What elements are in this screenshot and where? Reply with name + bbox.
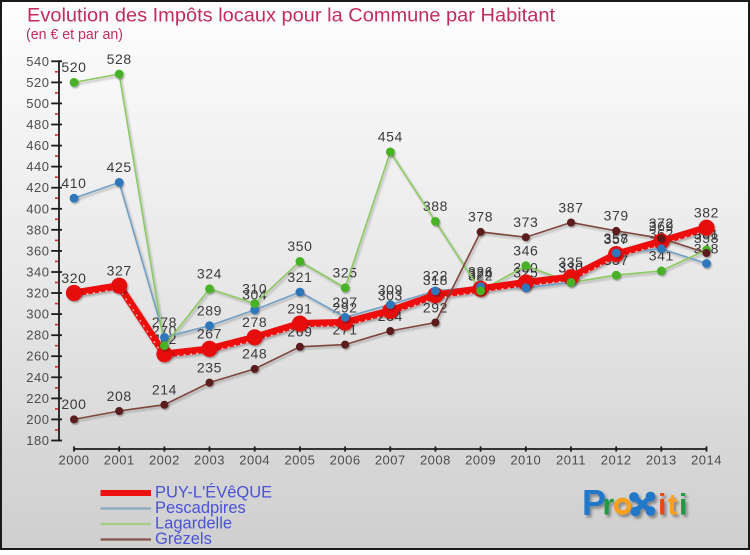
svg-text:358: 358 [694,230,719,246]
svg-text:350: 350 [287,238,312,254]
svg-text:260: 260 [26,349,49,364]
svg-text:341: 341 [649,248,674,264]
svg-text:380: 380 [26,222,49,237]
svg-text:420: 420 [26,180,49,195]
svg-text:320: 320 [61,270,86,286]
svg-text:Pescadpires: Pescadpires [155,499,246,517]
svg-text:2008: 2008 [420,453,451,468]
svg-text:Evolution des Impôts locaux po: Evolution des Impôts locaux pour la Comm… [27,5,556,27]
svg-text:267: 267 [197,326,222,342]
svg-text:i: i [658,489,666,522]
svg-text:400: 400 [26,201,49,216]
svg-text:320: 320 [26,286,49,301]
svg-text:2014: 2014 [691,453,722,468]
svg-text:360: 360 [26,243,49,258]
svg-text:322: 322 [423,268,448,284]
svg-text:321: 321 [287,269,312,285]
svg-text:540: 540 [26,54,49,69]
svg-text:500: 500 [26,96,49,111]
svg-text:292: 292 [333,299,358,315]
svg-text:378: 378 [468,209,493,225]
svg-text:278: 278 [152,314,177,330]
svg-text:340: 340 [26,265,49,280]
svg-text:200: 200 [61,396,86,412]
svg-text:P: P [582,482,606,523]
svg-text:240: 240 [26,370,49,385]
svg-text:373: 373 [513,214,538,230]
svg-text:300: 300 [26,307,49,322]
svg-text:318: 318 [423,272,448,288]
svg-text:297: 297 [333,294,358,310]
svg-text:t: t [668,489,678,522]
svg-text:327: 327 [107,263,132,279]
svg-text:425: 425 [107,159,132,175]
svg-text:382: 382 [694,205,719,221]
svg-text:2010: 2010 [510,453,541,468]
svg-text:214: 214 [152,382,177,398]
svg-text:208: 208 [107,388,132,404]
svg-text:324: 324 [197,266,222,282]
svg-text:410: 410 [61,175,86,191]
svg-text:528: 528 [107,51,132,67]
svg-text:358: 358 [604,230,629,246]
svg-text:324: 324 [468,266,493,282]
svg-text:180: 180 [26,433,49,448]
svg-text:357: 357 [604,231,629,247]
svg-text:(en € et par an): (en € et par an) [26,27,123,43]
svg-text:2002: 2002 [149,453,180,468]
svg-text:2011: 2011 [556,453,586,468]
svg-text:248: 248 [242,346,267,362]
svg-text:2007: 2007 [375,453,406,468]
svg-text:309: 309 [378,281,403,297]
svg-text:PUY-L'ÉVêQUE: PUY-L'ÉVêQUE [155,483,272,502]
svg-text:454: 454 [378,129,403,145]
svg-text:387: 387 [558,199,583,215]
svg-text:520: 520 [26,75,49,90]
svg-text:480: 480 [26,117,49,132]
svg-text:2000: 2000 [59,453,90,468]
svg-text:280: 280 [26,328,49,343]
svg-text:2003: 2003 [194,453,225,468]
svg-text:2001: 2001 [104,453,135,468]
svg-text:460: 460 [26,138,49,153]
svg-text:388: 388 [423,198,448,214]
svg-text:270: 270 [152,323,177,339]
svg-text:2009: 2009 [465,453,496,468]
svg-text:289: 289 [197,303,222,319]
svg-text:2006: 2006 [330,453,361,468]
svg-text:291: 291 [287,300,312,316]
svg-text:235: 235 [197,359,222,375]
svg-text:325: 325 [333,265,358,281]
svg-text:Grézels: Grézels [155,530,212,548]
svg-text:i: i [679,489,687,522]
svg-text:200: 200 [26,412,49,427]
svg-text:379: 379 [604,208,629,224]
svg-text:369: 369 [649,218,674,234]
svg-text:2012: 2012 [601,453,632,468]
svg-text:278: 278 [242,314,267,330]
svg-text:346: 346 [513,243,538,259]
svg-text:326: 326 [468,264,493,280]
svg-text:2005: 2005 [284,453,315,468]
svg-text:520: 520 [61,59,86,75]
svg-text:440: 440 [26,159,49,174]
svg-text:335: 335 [558,254,583,270]
svg-text:303: 303 [378,288,403,304]
svg-text:2013: 2013 [646,453,677,468]
svg-text:220: 220 [26,391,49,406]
svg-text:2004: 2004 [239,453,270,468]
svg-text:Lagardelle: Lagardelle [155,515,232,533]
svg-text:372: 372 [649,215,674,231]
svg-text:r: r [603,489,615,522]
svg-text:310: 310 [242,280,267,296]
